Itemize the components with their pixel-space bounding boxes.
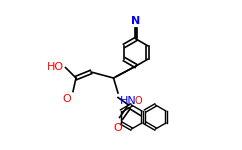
- Text: HO: HO: [47, 63, 64, 72]
- Text: O: O: [114, 123, 122, 133]
- Text: HN: HN: [120, 96, 136, 106]
- Text: O: O: [135, 96, 142, 106]
- Text: N: N: [131, 16, 141, 26]
- Text: O: O: [63, 94, 71, 105]
